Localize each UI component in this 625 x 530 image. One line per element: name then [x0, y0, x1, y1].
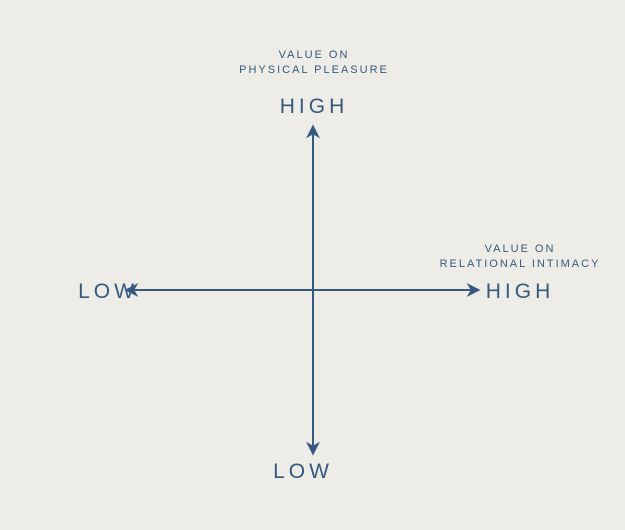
- x-axis-low-label: LOW: [0, 280, 258, 304]
- x-axis-title: VALUE ON RELATIONAL INTIMACY: [370, 242, 625, 272]
- x-axis-high-label: HIGH: [370, 280, 625, 304]
- y-axis-high-label: HIGH: [164, 95, 464, 119]
- y-axis-title: VALUE ON PHYSICAL PLEASURE: [164, 48, 464, 78]
- y-axis-low-label: LOW: [153, 460, 453, 484]
- quadrant-diagram: VALUE ON PHYSICAL PLEASURE HIGH LOW VALU…: [0, 0, 625, 530]
